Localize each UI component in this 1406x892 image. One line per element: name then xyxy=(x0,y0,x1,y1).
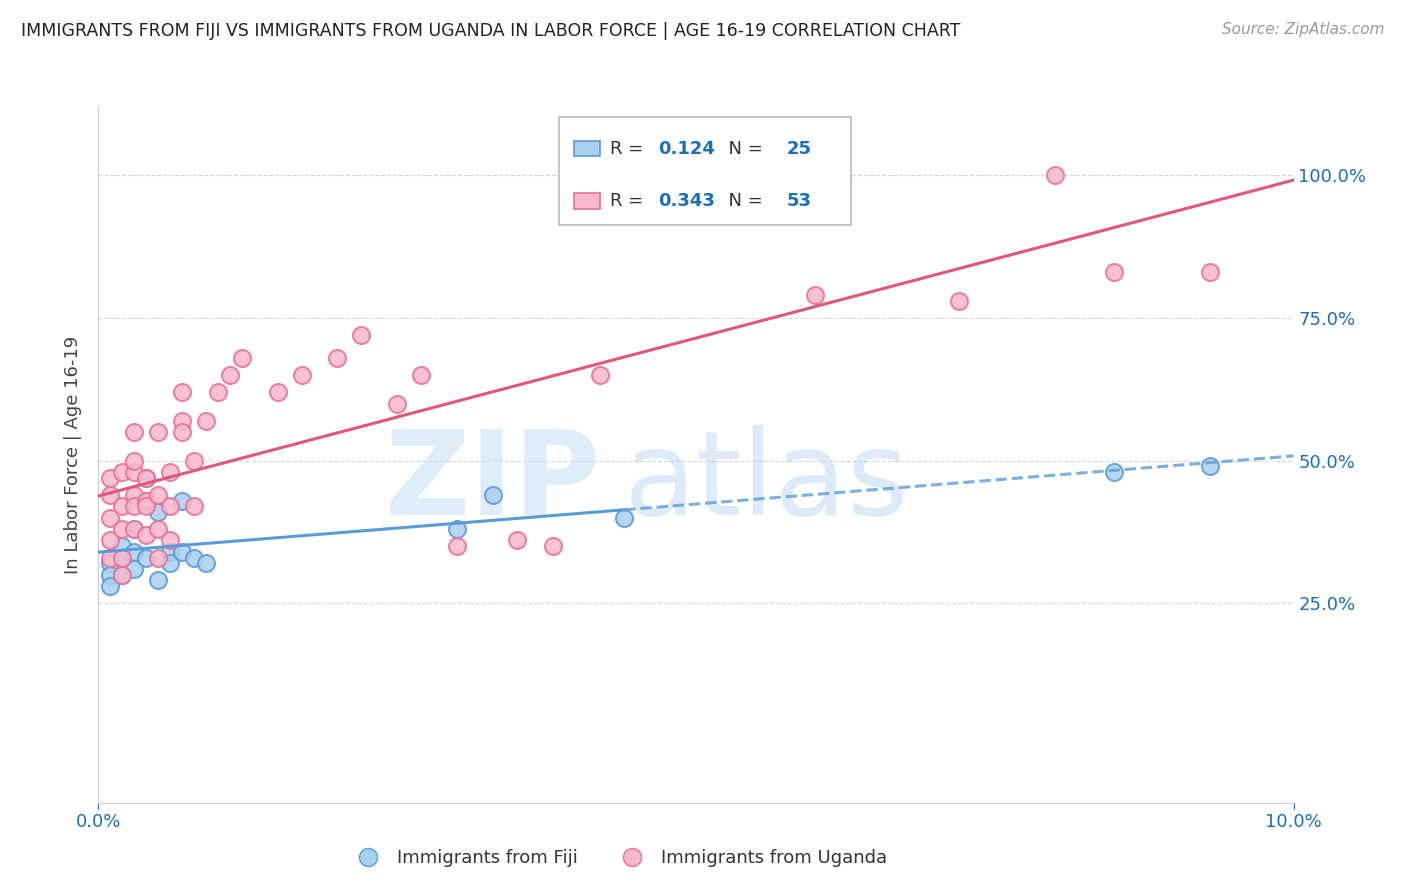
Point xyxy=(135,528,157,542)
Point xyxy=(124,425,146,439)
Point xyxy=(194,414,218,428)
Point xyxy=(135,500,157,514)
Text: Source: ZipAtlas.com: Source: ZipAtlas.com xyxy=(1222,22,1385,37)
Point xyxy=(506,533,529,548)
Point xyxy=(1104,465,1126,479)
Point xyxy=(159,556,181,570)
Point xyxy=(948,293,970,308)
Point xyxy=(613,510,636,524)
Point xyxy=(98,579,122,593)
Point xyxy=(98,488,122,502)
Point xyxy=(111,539,134,553)
Point xyxy=(326,351,349,365)
Point xyxy=(541,539,564,553)
Point xyxy=(148,425,170,439)
Point xyxy=(135,471,157,485)
Point xyxy=(98,533,122,548)
Point xyxy=(159,465,181,479)
Point xyxy=(159,500,181,514)
Text: ZIP: ZIP xyxy=(384,425,600,541)
Point xyxy=(804,288,827,302)
FancyBboxPatch shape xyxy=(574,194,600,209)
Point xyxy=(172,425,194,439)
Point xyxy=(159,533,181,548)
Text: R =: R = xyxy=(610,140,650,158)
Point xyxy=(1104,265,1126,279)
Point xyxy=(111,550,134,565)
Point xyxy=(148,522,170,536)
Point xyxy=(290,368,312,382)
Y-axis label: In Labor Force | Age 16-19: In Labor Force | Age 16-19 xyxy=(63,335,82,574)
Point xyxy=(589,368,612,382)
Point xyxy=(183,453,205,467)
Point xyxy=(111,567,134,582)
Text: atlas: atlas xyxy=(624,425,910,541)
Point xyxy=(111,522,134,536)
FancyBboxPatch shape xyxy=(574,141,600,156)
Text: R =: R = xyxy=(610,192,650,210)
Point xyxy=(124,522,146,536)
Point xyxy=(111,567,134,582)
Point xyxy=(219,368,242,382)
Point xyxy=(148,505,170,519)
Text: 53: 53 xyxy=(787,192,811,210)
Point xyxy=(98,510,122,524)
Point xyxy=(111,550,134,565)
Legend: Immigrants from Fiji, Immigrants from Uganda: Immigrants from Fiji, Immigrants from Ug… xyxy=(343,842,894,874)
Point xyxy=(111,500,134,514)
Point xyxy=(183,500,205,514)
Point xyxy=(411,368,433,382)
Point xyxy=(98,550,122,565)
Point xyxy=(135,471,157,485)
Text: 0.343: 0.343 xyxy=(658,192,714,210)
Point xyxy=(124,465,146,479)
Text: 0.124: 0.124 xyxy=(658,140,714,158)
Point xyxy=(1043,169,1066,183)
Point xyxy=(124,562,146,576)
Point xyxy=(648,197,672,211)
Point xyxy=(98,567,122,582)
Text: 25: 25 xyxy=(787,140,811,158)
Point xyxy=(135,550,157,565)
Point xyxy=(172,493,194,508)
Point xyxy=(98,556,122,570)
Point xyxy=(600,186,623,200)
Point xyxy=(1198,459,1220,474)
Point xyxy=(172,545,194,559)
Point xyxy=(172,385,194,400)
Text: N =: N = xyxy=(717,140,769,158)
Point xyxy=(111,465,134,479)
Point xyxy=(135,493,157,508)
Point xyxy=(207,385,229,400)
Text: IMMIGRANTS FROM FIJI VS IMMIGRANTS FROM UGANDA IN LABOR FORCE | AGE 16-19 CORREL: IMMIGRANTS FROM FIJI VS IMMIGRANTS FROM … xyxy=(21,22,960,40)
FancyBboxPatch shape xyxy=(558,118,851,226)
Point xyxy=(135,493,157,508)
Point xyxy=(124,488,146,502)
Point xyxy=(446,522,468,536)
Point xyxy=(183,550,205,565)
Point xyxy=(194,556,218,570)
Point xyxy=(172,414,194,428)
Point xyxy=(124,522,146,536)
Point xyxy=(1198,265,1220,279)
Point xyxy=(481,488,505,502)
Point xyxy=(148,488,170,502)
Point xyxy=(124,500,146,514)
Point xyxy=(124,545,146,559)
Point xyxy=(124,453,146,467)
Point xyxy=(446,539,468,553)
Text: N =: N = xyxy=(717,192,769,210)
Point xyxy=(385,396,409,410)
Point xyxy=(159,545,181,559)
Point xyxy=(148,574,170,588)
Point xyxy=(148,550,170,565)
Point xyxy=(267,385,290,400)
Point xyxy=(98,471,122,485)
Point xyxy=(231,351,253,365)
Point xyxy=(350,328,373,343)
